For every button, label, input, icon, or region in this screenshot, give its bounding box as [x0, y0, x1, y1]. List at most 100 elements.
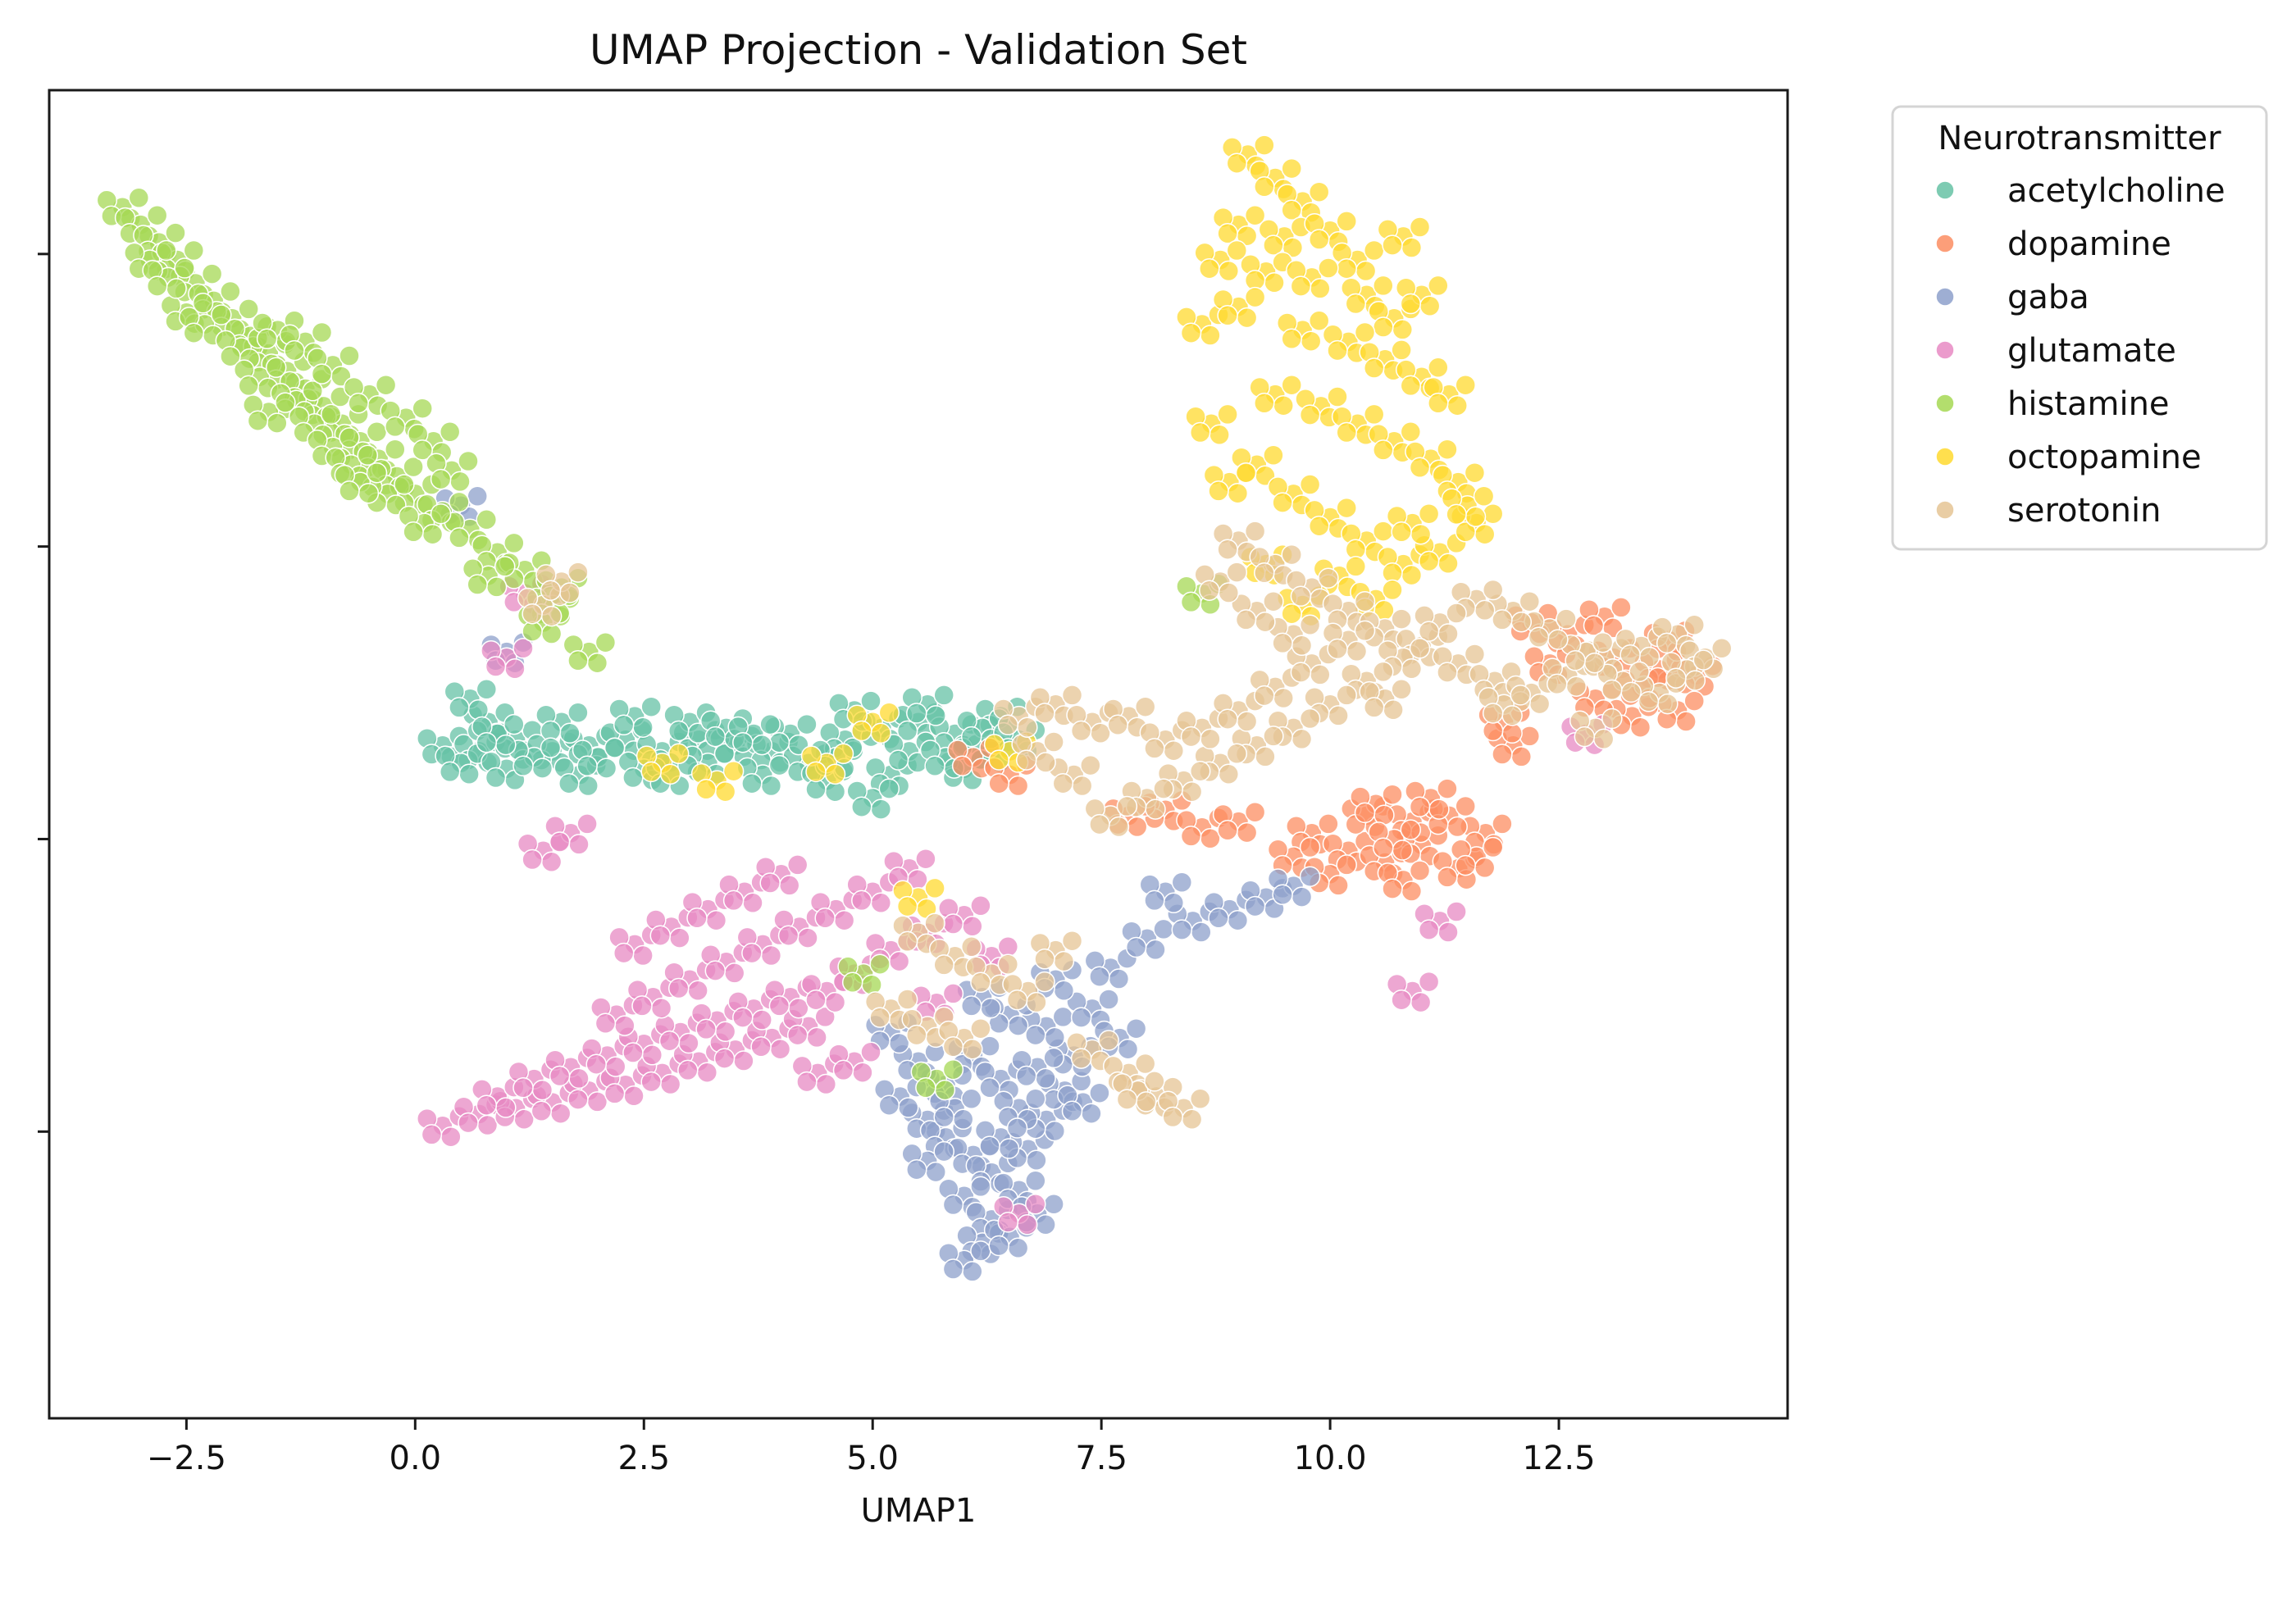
point-serotonin-35-1: [1134, 696, 1156, 717]
point-octopamine-39-1: [832, 743, 854, 765]
point-histamine-43-1: [494, 556, 516, 577]
point-gaba-21-1: [1153, 918, 1174, 940]
point-serotonin-48-3: [1026, 991, 1047, 1013]
point-glutamate-35-4: [649, 925, 672, 946]
point-serotonin-9-3: [1565, 676, 1588, 697]
point-histamine-32-1: [311, 321, 333, 344]
point-histamine-0-1: [128, 187, 150, 209]
point-octopamine-5-1: [1336, 211, 1357, 232]
point-serotonin-28-3: [1145, 798, 1166, 820]
point-histamine-37-1: [458, 450, 479, 472]
point-glutamate-20-3: [614, 1015, 636, 1036]
point-dopamine-32-3: [1510, 746, 1533, 767]
x-tick-label: 7.5: [1075, 1440, 1128, 1477]
legend-label-dopamine: dopamine: [2007, 225, 2171, 263]
point-gaba-38-3: [1117, 1038, 1139, 1060]
point-serotonin-25-3: [1255, 746, 1276, 767]
point-acetylcholine-17-4: [485, 767, 507, 789]
point-serotonin-44-1: [1226, 562, 1248, 583]
point-histamine-41-4: [403, 521, 424, 543]
point-serotonin-27-3: [1181, 780, 1203, 803]
chart-title: UMAP Projection - Validation Set: [590, 26, 1247, 74]
point-glutamate-25-3: [797, 927, 818, 949]
point-serotonin-16-1: [1592, 631, 1614, 653]
point-serotonin-12-1: [1683, 614, 1705, 636]
point-glutamate-32-3: [962, 916, 983, 937]
point-octopamine-42-4: [640, 761, 662, 783]
point-glutamate-23-4: [704, 960, 727, 981]
point-octopamine-17-1: [1363, 403, 1385, 425]
point-octopamine-1-1: [1281, 157, 1302, 180]
point-glutamate-32-1: [970, 895, 991, 917]
point-glutamate-2-3: [513, 1108, 535, 1131]
point-octopamine-22-4: [1272, 492, 1293, 513]
point-gaba-28-1: [960, 1088, 982, 1110]
point-acetylcholine-21-3: [760, 775, 782, 797]
point-acetylcholine-22-3: [824, 780, 846, 803]
point-octopamine-33-3: [1419, 295, 1441, 317]
legend-label-histamine: histamine: [2007, 385, 2170, 423]
point-histamine-29-1: [357, 444, 379, 466]
point-gaba-35-4: [906, 1158, 927, 1181]
point-gaba-19-4: [1070, 1007, 1092, 1028]
point-glutamate-37-3: [742, 892, 763, 914]
point-octopamine-13-4: [1363, 357, 1385, 379]
point-dopamine-12-4: [1455, 854, 1476, 876]
point-glutamate-38-4: [759, 872, 781, 894]
point-serotonin-16-4: [1565, 650, 1586, 671]
point-histamine-35-4: [385, 416, 406, 438]
point-gaba-8-3: [1044, 1120, 1066, 1142]
point-histamine-37-3: [449, 471, 471, 493]
point-acetylcholine-29-1: [933, 685, 954, 706]
point-gaba-28-3: [952, 1108, 974, 1131]
point-acetylcholine-20-1: [713, 743, 736, 765]
point-octopamine-44-4: [896, 895, 918, 917]
legend-label-glutamate: glutamate: [2007, 332, 2176, 370]
point-glutamate-30-3: [888, 950, 910, 972]
point-octopamine-28-1: [1226, 239, 1248, 262]
point-histamine-34-4: [348, 393, 369, 414]
point-serotonin-34-3: [1090, 722, 1111, 744]
point-dopamine-12-1: [1482, 836, 1504, 858]
point-glutamate-20-4: [594, 1012, 617, 1035]
point-serotonin-61-3: [1501, 705, 1523, 726]
point-gaba-41-4: [979, 1135, 1000, 1157]
point-dopamine-17-1: [1683, 690, 1705, 712]
point-histamine-25-1: [265, 357, 287, 379]
point-acetylcholine-18-3: [577, 775, 599, 797]
point-octopamine-23-4: [1308, 515, 1330, 537]
point-histamine-39-4: [146, 275, 168, 297]
point-histamine-24-4: [220, 345, 241, 367]
point-histamine-30-1: [394, 474, 415, 495]
point-glutamate-18-4: [732, 1007, 754, 1028]
point-octopamine-13-1: [1391, 339, 1412, 361]
point-serotonin-13-1: [1711, 638, 1733, 659]
point-histamine-27-1: [320, 403, 342, 425]
point-serotonin-41-3: [1346, 640, 1368, 662]
point-serotonin-59-3: [559, 582, 581, 603]
point-serotonin-42-4: [1272, 632, 1293, 654]
legend-entries: acetylcholine dopamine gaba glutamate histam…: [1935, 172, 2225, 530]
point-gaba-37-3: [1081, 1103, 1102, 1124]
point-octopamine-45-3: [1410, 523, 1432, 545]
point-glutamate-38-3: [778, 875, 800, 896]
point-octopamine-3-1: [1244, 204, 1266, 226]
point-octopamine-34-3: [1446, 394, 1468, 416]
point-serotonin-62-1: [1391, 679, 1412, 700]
point-serotonin-39-3: [1273, 687, 1294, 709]
point-serotonin-2-1: [1318, 567, 1339, 589]
point-serotonin-49-4: [1034, 949, 1055, 970]
point-histamine-47-3: [934, 1079, 956, 1101]
point-octopamine-45-4: [1391, 521, 1412, 543]
point-gaba-13-1: [979, 1035, 1000, 1057]
point-acetylcholine-35-1: [604, 737, 626, 758]
point-octopamine-2-1: [1308, 181, 1330, 202]
point-serotonin-20-3: [1437, 623, 1459, 644]
point-serotonin-24-3: [1291, 728, 1313, 750]
point-histamine-18-1: [476, 509, 498, 530]
point-dopamine-26-4: [951, 755, 973, 777]
point-histamine-37-4: [430, 468, 452, 490]
point-glutamate-41-4: [796, 1071, 818, 1093]
point-gaba-23-3: [1227, 909, 1249, 931]
point-dopamine-8-1: [1455, 795, 1476, 817]
